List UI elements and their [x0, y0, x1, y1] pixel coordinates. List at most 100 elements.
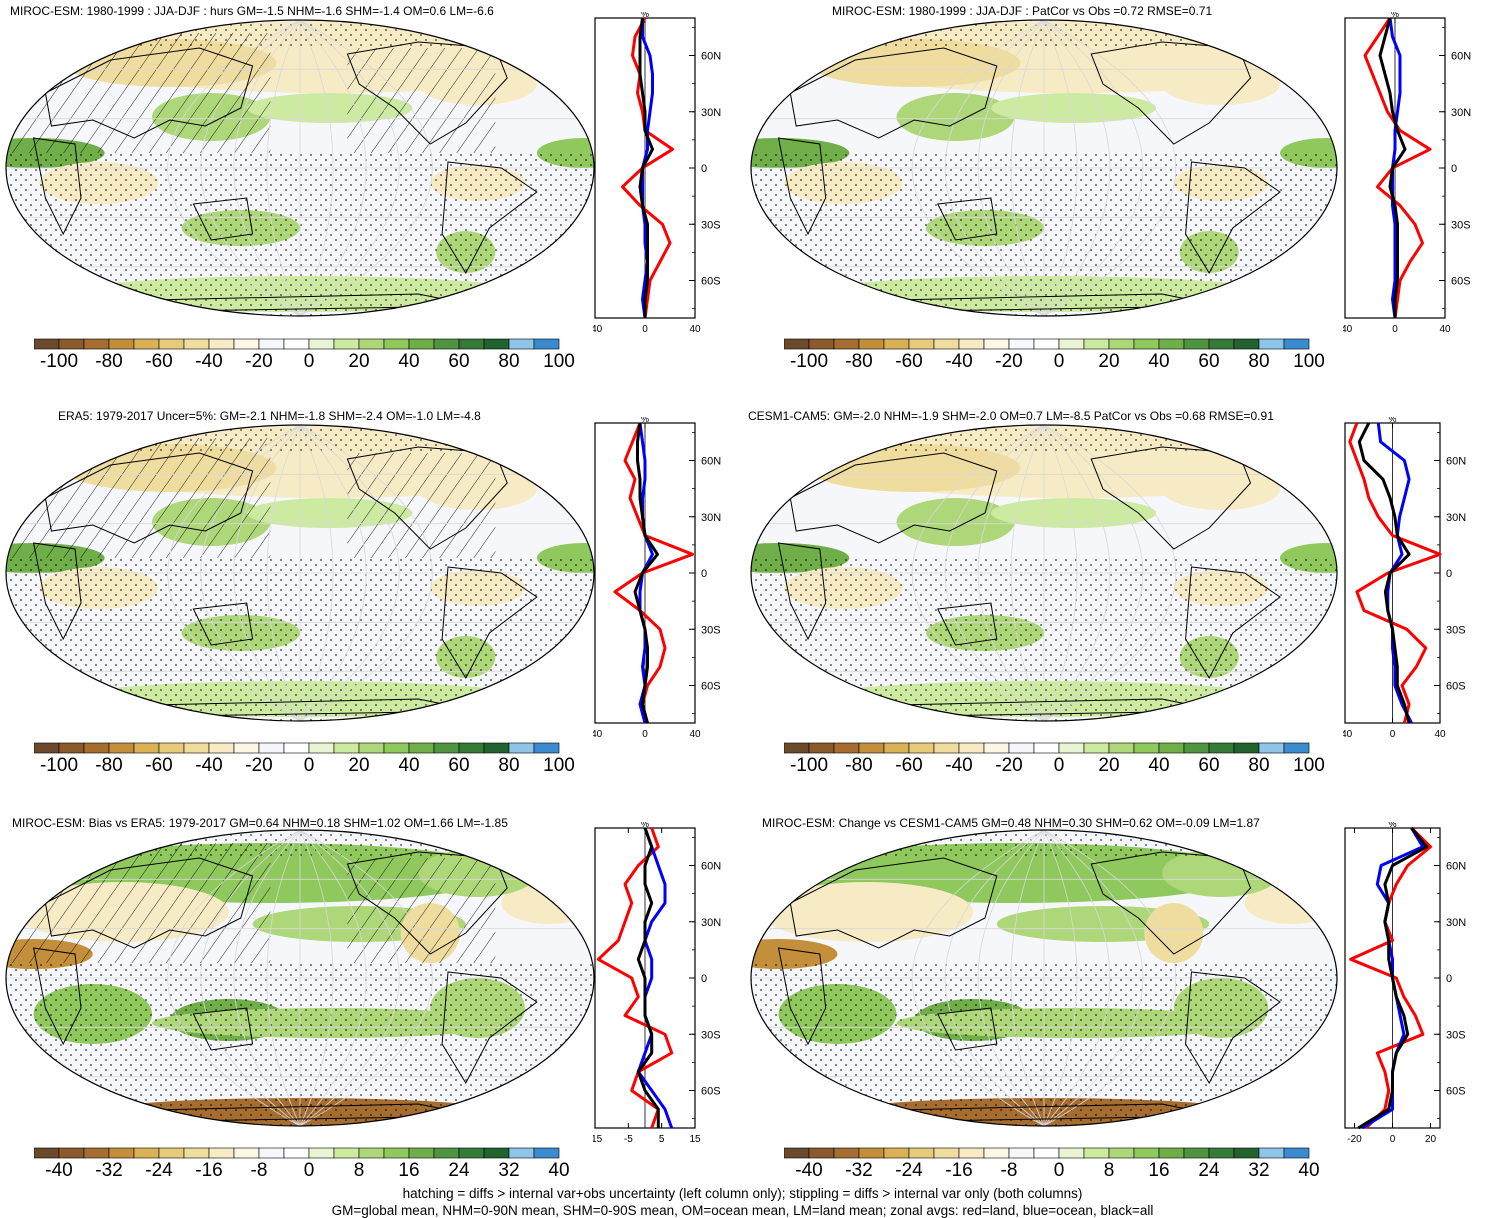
- colorbar-swatch: [1133, 1147, 1160, 1159]
- zonal-x-tick-label: 15: [689, 1134, 701, 1145]
- zonal-land-line: [1349, 826, 1432, 1130]
- colorbar-label: -80: [95, 351, 123, 372]
- colorbar-swatch: [1083, 1147, 1110, 1159]
- zonal-x-tick-label: 40: [689, 324, 701, 335]
- colorbar-swatch: [308, 742, 335, 754]
- zonal-x-tick-label: -40: [1343, 324, 1353, 335]
- lat-tick-label: 60S: [701, 1086, 721, 1098]
- colorbar-label: 0: [1053, 351, 1065, 372]
- colorbar-swatch: [1233, 742, 1260, 754]
- colorbar-swatch: [208, 742, 235, 754]
- colorbar-swatch: [1183, 1147, 1210, 1159]
- zonal-unit-label: %: [641, 417, 649, 424]
- lat-tick-label: 60S: [1451, 276, 1471, 288]
- colorbar-swatch: [258, 338, 285, 350]
- colorbar-label: 60: [448, 351, 470, 372]
- lat-tick-label: 60S: [1446, 681, 1466, 693]
- colorbar-label: -32: [845, 1160, 873, 1181]
- zonal-ocean-line: [636, 827, 674, 1129]
- lat-tick-label: 30S: [1451, 219, 1471, 231]
- colorbar-swatch: [83, 338, 110, 350]
- zonal-x-tick-label: 40: [1439, 324, 1451, 335]
- colorbar-swatch: [958, 338, 985, 350]
- colorbar-label: -40: [195, 351, 223, 372]
- zonal-x-tick-label: 0: [1390, 729, 1396, 740]
- colorbar-swatch: [133, 338, 160, 350]
- colorbar-label: -80: [95, 755, 123, 776]
- colorbar-swatch: [858, 1147, 885, 1159]
- zonal-unit-label: %: [1388, 417, 1396, 424]
- colorbar: [34, 338, 560, 350]
- lat-tick-label: 30N: [701, 917, 721, 929]
- zonal-land-line: [1348, 422, 1442, 724]
- colorbar-swatch: [358, 1147, 385, 1159]
- zonal-mean-plot: % 60N 30N 0 30S 60S -40 0 40: [1343, 12, 1471, 335]
- colorbar-swatch: [1133, 742, 1160, 754]
- colorbar-label: -8: [1000, 1160, 1018, 1181]
- colorbar-swatch: [158, 338, 185, 350]
- lat-tick-label: 0: [1446, 568, 1452, 580]
- colorbar-swatch: [258, 1147, 285, 1159]
- colorbar-swatch: [1233, 338, 1260, 350]
- colorbar-swatch: [808, 742, 835, 754]
- colorbar-swatch: [784, 742, 810, 754]
- colorbar-label: 40: [1298, 1160, 1320, 1181]
- colorbar-swatch: [983, 1147, 1010, 1159]
- colorbar-label: 0: [303, 1160, 315, 1181]
- world-map: [5, 19, 595, 317]
- colorbar-label: -100: [789, 755, 829, 776]
- colorbar-swatch: [508, 742, 535, 754]
- zonal-x-tick-label: 40: [689, 729, 701, 740]
- colorbar-swatch: [1158, 338, 1185, 350]
- lat-tick-label: 30S: [701, 624, 721, 636]
- colorbar-swatch: [383, 338, 410, 350]
- colorbar-label: -60: [145, 755, 173, 776]
- colorbar-label: 20: [1098, 351, 1120, 372]
- colorbar-label: 80: [498, 351, 520, 372]
- colorbar-swatch: [1033, 742, 1060, 754]
- lat-tick-label: 30N: [701, 107, 721, 119]
- colorbar-label: -100: [39, 755, 79, 776]
- colorbar-label: 40: [1148, 351, 1170, 372]
- colorbar-label: 32: [498, 1160, 520, 1181]
- world-map: [5, 424, 595, 722]
- lat-tick-label: 60S: [1446, 1086, 1466, 1098]
- colorbar-label: -16: [945, 1160, 973, 1181]
- colorbar-swatch: [1033, 338, 1060, 350]
- colorbar-swatch: [908, 742, 935, 754]
- colorbar-swatch: [1058, 742, 1085, 754]
- colorbar-labels: -100 -80 -60 -40 -20 0 20 40 60 80 100: [784, 755, 1325, 779]
- colorbar-swatch: [1208, 1147, 1235, 1159]
- colorbar-swatch: [883, 338, 910, 350]
- colorbar-swatch: [533, 1147, 560, 1159]
- colorbar-swatch: [58, 742, 85, 754]
- colorbar-label: -20: [245, 351, 273, 372]
- colorbar-swatch: [483, 1147, 510, 1159]
- zonal-x-tick-label: -20: [1347, 1134, 1362, 1145]
- colorbar-swatch: [233, 338, 260, 350]
- colorbar-label: 40: [398, 351, 420, 372]
- colorbar-label: -40: [195, 755, 223, 776]
- zonal-x-tick-label: 0: [642, 729, 648, 740]
- lat-tick-label: 30S: [701, 1029, 721, 1041]
- lat-tick-label: 60N: [701, 861, 721, 873]
- lat-tick-label: 30S: [1446, 624, 1466, 636]
- colorbar-label: 24: [448, 1160, 470, 1181]
- colorbar-swatch: [1283, 1147, 1310, 1159]
- zonal-all-line: [638, 17, 654, 318]
- panel-title: MIROC-ESM: Change vs CESM1-CAM5 GM=0.48 …: [762, 816, 1260, 830]
- colorbar-label: 80: [498, 755, 520, 776]
- colorbar-label: -16: [195, 1160, 223, 1181]
- colorbar-swatch: [333, 1147, 360, 1159]
- lat-tick-label: 30S: [1446, 1029, 1466, 1041]
- colorbar-swatch: [858, 338, 885, 350]
- colorbar-swatch: [358, 338, 385, 350]
- colorbar-swatch: [983, 742, 1010, 754]
- colorbar-swatch: [133, 1147, 160, 1159]
- colorbar-label: -40: [945, 351, 973, 372]
- colorbar-swatch: [908, 1147, 935, 1159]
- colorbar-swatch: [208, 338, 235, 350]
- colorbar-label: 16: [398, 1160, 420, 1181]
- colorbar-label: -20: [995, 755, 1023, 776]
- colorbar-label: 60: [1198, 351, 1220, 372]
